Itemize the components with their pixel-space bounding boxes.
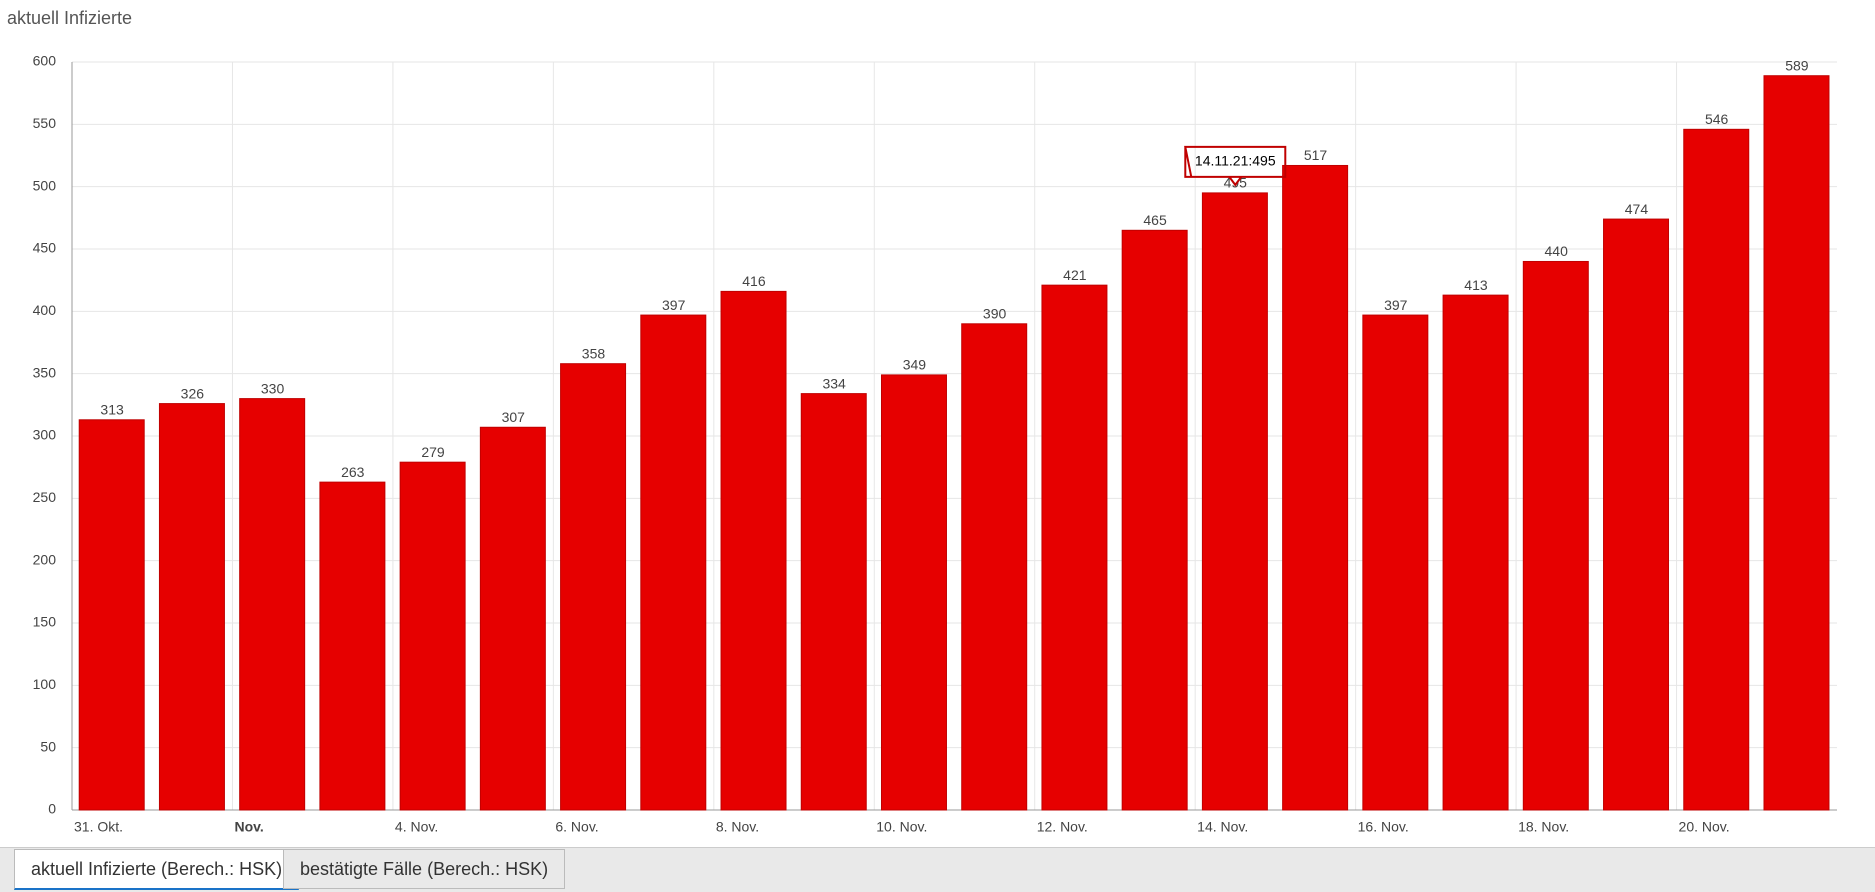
x-tick-label: 16. Nov. bbox=[1358, 819, 1409, 835]
y-tick-label: 400 bbox=[33, 302, 57, 318]
x-tick-label: 31. Okt. bbox=[74, 819, 123, 835]
x-tick-label: 18. Nov. bbox=[1518, 819, 1569, 835]
bar bbox=[800, 393, 867, 811]
bar bbox=[1201, 192, 1268, 811]
value-label: 397 bbox=[662, 297, 686, 313]
bar bbox=[1121, 229, 1188, 811]
bar bbox=[880, 374, 947, 811]
x-tick-label: 14. Nov. bbox=[1197, 819, 1248, 835]
bar bbox=[1683, 128, 1750, 811]
bar bbox=[1442, 294, 1509, 811]
value-label: 413 bbox=[1464, 277, 1488, 293]
value-label: 416 bbox=[742, 273, 766, 289]
value-label: 358 bbox=[582, 345, 606, 361]
bar bbox=[319, 481, 386, 811]
value-label: 313 bbox=[100, 401, 124, 417]
y-tick-label: 200 bbox=[33, 551, 57, 567]
bar bbox=[78, 419, 145, 811]
y-tick-label: 250 bbox=[33, 489, 57, 505]
page-title: aktuell Infizierte bbox=[7, 8, 133, 28]
bar bbox=[158, 403, 225, 811]
bar bbox=[1282, 164, 1349, 811]
value-label: 421 bbox=[1063, 267, 1087, 283]
value-label: 279 bbox=[421, 444, 445, 460]
bar bbox=[1041, 284, 1108, 811]
y-tick-label: 600 bbox=[33, 53, 57, 69]
y-tick-label: 150 bbox=[33, 614, 57, 630]
y-tick-label: 450 bbox=[33, 240, 57, 256]
tooltip-text: 14.11.21:495 bbox=[1195, 153, 1276, 169]
y-tick-label: 100 bbox=[33, 676, 57, 692]
bar bbox=[961, 323, 1028, 811]
y-tick-label: 550 bbox=[33, 115, 57, 131]
bar bbox=[1603, 218, 1670, 811]
y-tick-label: 500 bbox=[33, 177, 57, 193]
bar bbox=[1362, 314, 1429, 811]
x-tick-label: Nov. bbox=[234, 819, 263, 835]
bar bbox=[239, 398, 306, 811]
value-label: 517 bbox=[1304, 147, 1328, 163]
tab[interactable]: aktuell Infizierte (Berech.: HSK) bbox=[14, 849, 300, 890]
value-label: 474 bbox=[1625, 201, 1649, 217]
value-label: 263 bbox=[341, 464, 365, 480]
y-tick-label: 300 bbox=[33, 427, 57, 443]
bar bbox=[720, 290, 787, 811]
bar bbox=[1763, 75, 1830, 811]
value-label: 440 bbox=[1545, 243, 1569, 259]
value-label: 546 bbox=[1705, 111, 1729, 127]
tab[interactable]: bestätigte Fälle (Berech.: HSK) bbox=[283, 849, 566, 889]
value-label: 326 bbox=[181, 385, 205, 401]
value-label: 390 bbox=[983, 306, 1007, 322]
value-label: 589 bbox=[1785, 57, 1809, 73]
chart: 0 50 100 150 200 250 300 350 400 450 500 550 600 31. … bbox=[33, 53, 1837, 835]
x-tick-label: 4. Nov. bbox=[395, 819, 438, 835]
value-label: 307 bbox=[502, 409, 526, 425]
y-tick-label: 350 bbox=[33, 364, 57, 380]
x-tick-label: 10. Nov. bbox=[876, 819, 927, 835]
x-tick-label: 20. Nov. bbox=[1679, 819, 1730, 835]
x-tick-label: 8. Nov. bbox=[716, 819, 759, 835]
value-label: 330 bbox=[261, 380, 285, 396]
value-label: 349 bbox=[903, 357, 927, 373]
bar bbox=[560, 363, 627, 811]
bar bbox=[479, 426, 546, 811]
tab-bar: aktuell Infizierte (Berech.: HSK) bestät… bbox=[0, 847, 1875, 892]
y-tick-label: 0 bbox=[48, 801, 56, 817]
bar bbox=[399, 461, 466, 811]
bar bbox=[640, 314, 707, 811]
x-tick-label: 12. Nov. bbox=[1037, 819, 1088, 835]
x-tick-label: 6. Nov. bbox=[555, 819, 598, 835]
y-tick-label: 50 bbox=[40, 738, 56, 754]
value-label: 465 bbox=[1143, 212, 1167, 228]
value-label: 397 bbox=[1384, 297, 1408, 313]
bar bbox=[1522, 260, 1589, 811]
tooltip-box bbox=[1184, 145, 1287, 187]
value-label: 334 bbox=[822, 375, 846, 391]
